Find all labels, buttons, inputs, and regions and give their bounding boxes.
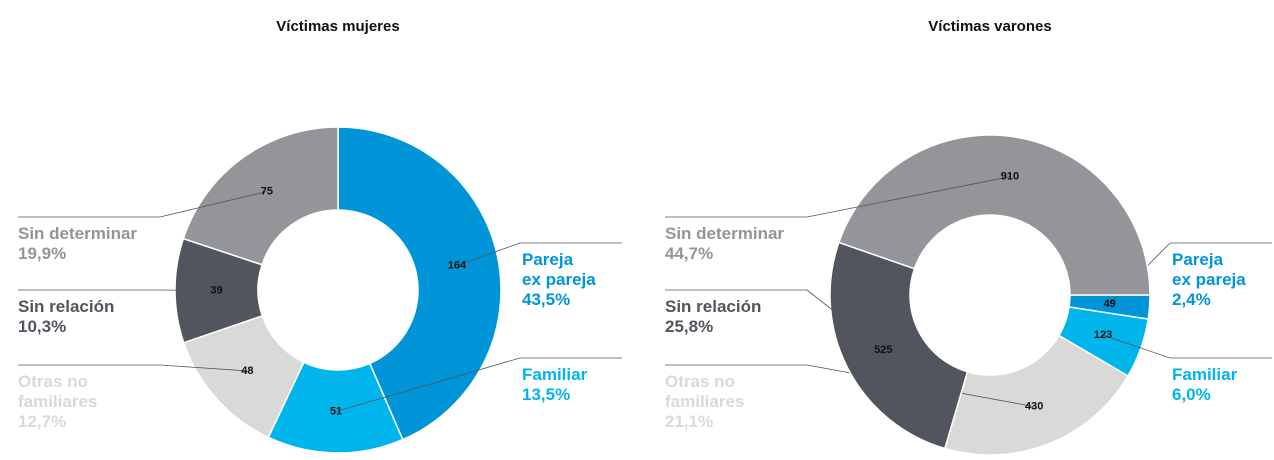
percent-label: 21,1% xyxy=(665,412,713,431)
category-label: Familiar xyxy=(522,365,588,384)
category-label: Otras no xyxy=(665,372,735,391)
value-label: 75 xyxy=(261,185,273,197)
percent-label: 2,4% xyxy=(1172,290,1211,309)
value-label: 164 xyxy=(448,259,467,271)
leader-line xyxy=(159,364,248,372)
category-label: Familiar xyxy=(1172,365,1238,384)
leader-line xyxy=(159,289,217,291)
leader-line xyxy=(456,242,521,266)
percent-label: 44,7% xyxy=(665,244,713,263)
leader-line xyxy=(806,289,884,351)
category-label: familiares xyxy=(665,392,744,411)
category-label: ex pareja xyxy=(1172,270,1246,289)
donut-segment xyxy=(943,334,1130,456)
category-label: Pareja xyxy=(522,250,574,269)
value-label: 48 xyxy=(241,365,253,377)
leader-line xyxy=(806,176,1011,218)
donut-segment xyxy=(837,134,1151,296)
leader-line xyxy=(335,357,521,412)
value-label: 39 xyxy=(210,284,222,296)
chart-title: Víctimas mujeres xyxy=(276,18,399,35)
donut-segment xyxy=(337,126,502,441)
category-label: Sin determinar xyxy=(665,224,784,243)
donut-segment xyxy=(829,241,969,450)
percent-label: 12,7% xyxy=(18,412,66,431)
percent-label: 6,0% xyxy=(1172,385,1211,404)
value-label: 910 xyxy=(1001,171,1019,183)
category-label: Sin determinar xyxy=(18,224,137,243)
category-label: familiares xyxy=(18,392,97,411)
category-label: Sin relación xyxy=(18,297,114,316)
category-label: ex pareja xyxy=(522,270,596,289)
value-label: 49 xyxy=(1104,298,1116,310)
category-label: Sin relación xyxy=(665,297,761,316)
percent-label: 10,3% xyxy=(18,317,66,336)
percent-label: 43,5% xyxy=(522,290,570,309)
percent-label: 13,5% xyxy=(522,385,570,404)
category-label: Pareja xyxy=(1172,250,1224,269)
percent-label: 19,9% xyxy=(18,244,66,263)
leader-line xyxy=(159,191,268,218)
leader-line xyxy=(1102,334,1171,359)
value-label: 51 xyxy=(330,405,342,417)
percent-label: 25,8% xyxy=(665,317,713,336)
chart-title: Víctimas varones xyxy=(928,18,1051,35)
donut-segment xyxy=(182,126,339,266)
category-label: Otras no xyxy=(18,372,88,391)
value-label: 525 xyxy=(874,344,892,356)
value-label: 123 xyxy=(1094,329,1112,341)
value-label: 430 xyxy=(1025,400,1043,412)
